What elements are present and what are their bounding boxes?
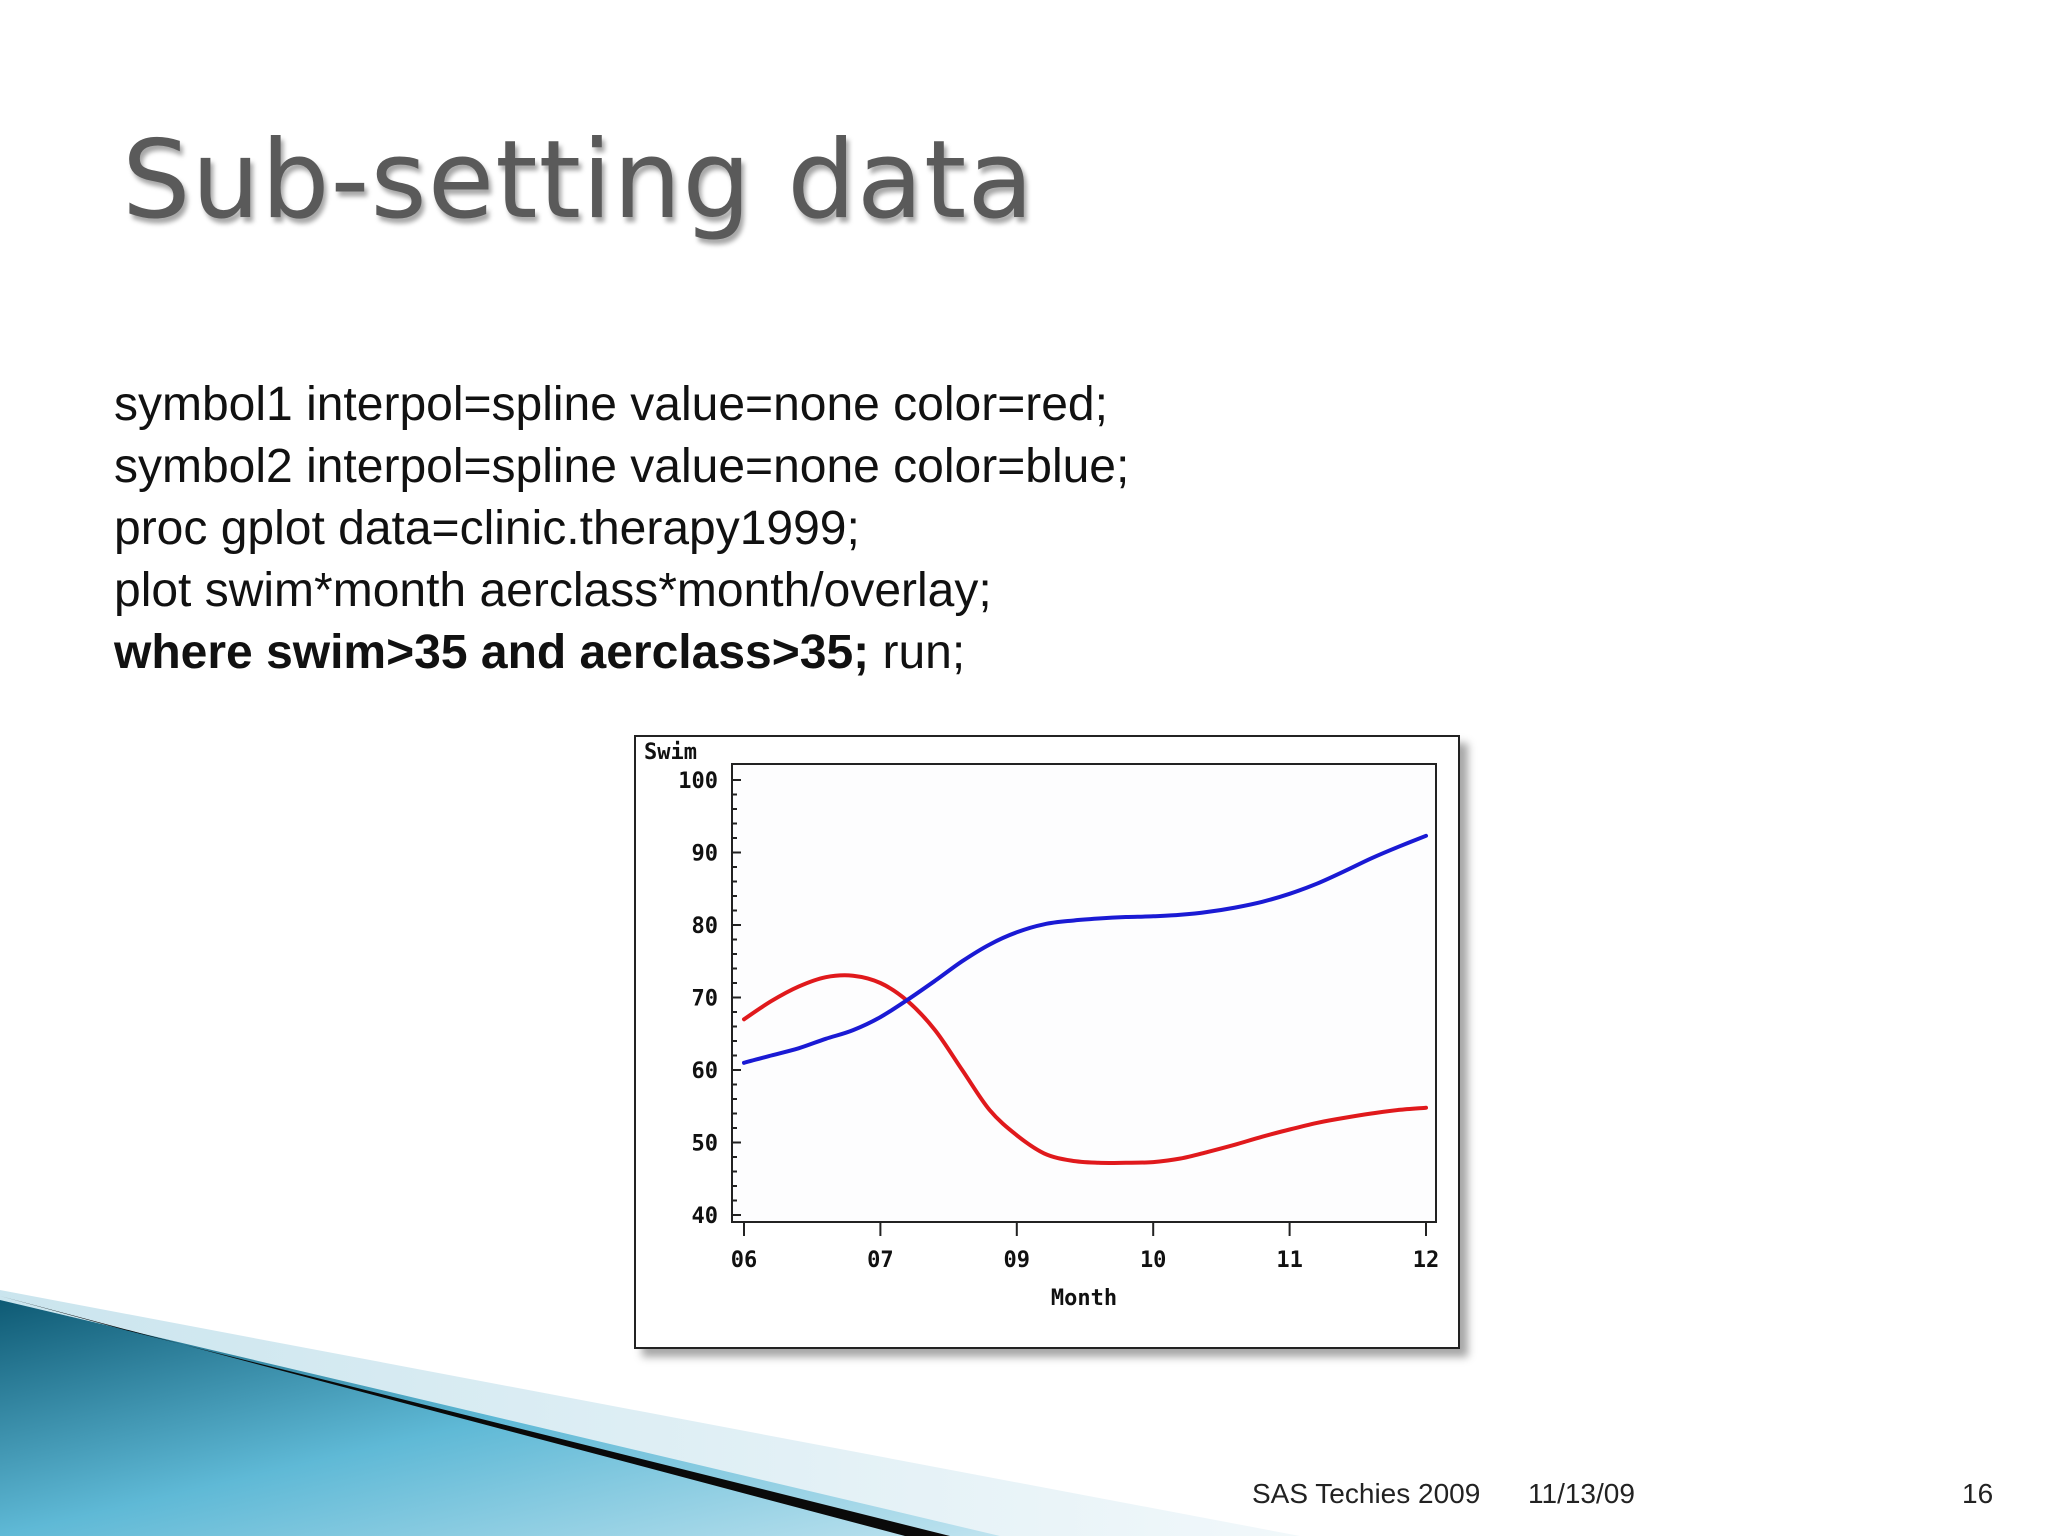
x-axis: 06 07 09 10 11 12 [731, 1222, 1440, 1273]
y-tick-label: 40 [692, 1204, 719, 1229]
series-layer [742, 833, 1428, 1166]
code-line: plot swim*month aerclass*month/overlay; [114, 564, 992, 617]
y-tick-label: 50 [692, 1132, 719, 1157]
code-line: symbol1 interpol=spline value=none color… [114, 378, 1108, 431]
x-axis-title: Month [1051, 1286, 1117, 1311]
code-block: symbol1 interpol=spline value=none color… [114, 374, 1129, 684]
y-tick-label: 70 [692, 987, 719, 1012]
chart-panel: Swim 40 50 60 70 80 90 100 06 07 09 10 11 12 Month [634, 735, 1460, 1349]
y-tick-label: 60 [692, 1059, 719, 1084]
code-line: proc gplot data=clinic.therapy1999; [114, 502, 860, 555]
x-tick-label: 09 [1004, 1248, 1031, 1273]
footer-date: 11/13/09 [1528, 1478, 1635, 1509]
code-run: run; [869, 626, 966, 679]
x-tick-label: 06 [731, 1248, 758, 1273]
y-axis-title: Swim [644, 740, 697, 765]
x-tick-label: 11 [1276, 1248, 1303, 1273]
series-line-blue [742, 833, 1428, 1065]
plot-area [731, 763, 1437, 1223]
code-line: symbol2 interpol=spline value=none color… [114, 440, 1130, 493]
page-title: Sub-setting data [122, 118, 1035, 243]
y-tick-label: 90 [692, 842, 719, 867]
x-tick-label: 10 [1140, 1248, 1167, 1273]
line-chart: Swim 40 50 60 70 80 90 100 06 07 09 10 11 12 Month [644, 740, 1440, 1311]
y-tick-label: 100 [678, 769, 718, 794]
footer-presenter: SAS Techies 2009 [1252, 1478, 1481, 1509]
footer-page-number: 16 [1962, 1478, 1994, 1509]
y-tick-label: 80 [692, 914, 719, 939]
series-line-red [742, 973, 1428, 1166]
y-axis: 40 50 60 70 80 90 100 [678, 769, 741, 1229]
swoosh-teal-band [0, 1300, 1000, 1536]
x-tick-label: 07 [867, 1248, 894, 1273]
code-where-bold: where swim>35 and aerclass>35; [114, 626, 870, 679]
x-tick-label: 12 [1413, 1248, 1440, 1273]
code-line-where: where swim>35 and aerclass>35; run; [114, 622, 1129, 684]
